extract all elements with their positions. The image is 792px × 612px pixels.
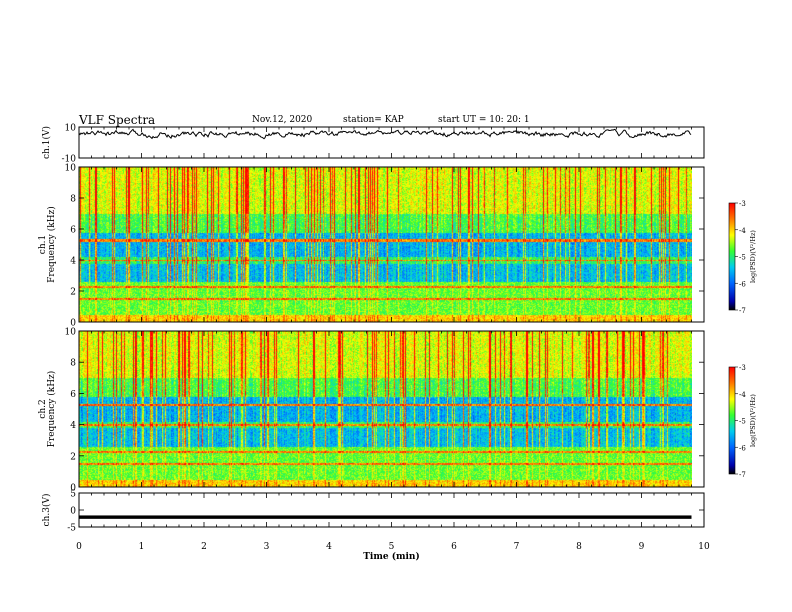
- start-ut-label: start UT = 10: 20: 1: [438, 115, 530, 125]
- ch1-trace: [78, 128, 692, 140]
- colorbar-label: log(PSD)(V²/Hz): [749, 394, 757, 447]
- y-tick-label: 4: [70, 257, 76, 267]
- x-tick-label: 6: [451, 542, 457, 552]
- ch2-spectrogram: [79, 331, 692, 487]
- y-tick-label: 6: [70, 226, 76, 236]
- y-tick-label: -10: [62, 155, 77, 165]
- colorbar: [728, 366, 736, 475]
- colorbars: -3 -4 -5 -6 -7 log(PSD)(V²/Hz) -3 -4 -5 -6 -7 log(P…: [728, 200, 757, 479]
- colorbar-tick-label: -4: [739, 391, 746, 399]
- colorbar-tick-label: -7: [739, 471, 746, 479]
- x-axis-label: Time (min): [363, 551, 420, 562]
- spectrogram-image: [79, 167, 692, 322]
- x-tick-label: 5: [389, 542, 395, 552]
- colorbar-tick-label: -3: [739, 200, 746, 208]
- panel-frame: [78, 492, 705, 528]
- colorbar: [728, 202, 736, 311]
- ch1-spectrogram: [79, 167, 692, 322]
- colorbar-tick-label: -4: [739, 227, 746, 235]
- x-tick-label: 2: [201, 542, 207, 552]
- y-tick-label: 2: [70, 452, 76, 462]
- y-tick-label: 5: [70, 490, 76, 500]
- y-axis-label: ch.3(V): [41, 494, 52, 527]
- colorbar-tick-label: -5: [739, 254, 746, 262]
- colorbar-tick-label: -7: [739, 307, 746, 315]
- colorbar-tick-label: -6: [739, 444, 746, 452]
- ch1-waveform: [78, 128, 692, 140]
- y-tick-label: 6: [70, 390, 76, 400]
- y-tick-label: -5: [67, 524, 76, 534]
- y-axis-label: Frequency (kHz): [46, 206, 57, 283]
- station-label: station= KAP: [343, 115, 404, 125]
- x-tick-label: 9: [639, 542, 645, 552]
- colorbar-label: log(PSD)(V²/Hz): [749, 230, 757, 283]
- colorbar-tick-label: -5: [739, 418, 746, 426]
- spectrogram-image: [79, 331, 692, 487]
- y-tick-label: 0: [70, 507, 76, 517]
- x-tick-label: 10: [698, 542, 710, 552]
- x-tick-label: 3: [264, 542, 270, 552]
- chart-title: VLF Spectra: [79, 113, 156, 127]
- ch3-waveform: [79, 515, 692, 519]
- x-tick-label: 4: [326, 542, 332, 552]
- y-tick-label: 0: [70, 484, 76, 494]
- y-axis-label: ch.1(V): [41, 126, 52, 159]
- y-axis-label: ch.1: [38, 235, 48, 254]
- y-axis-label: Frequency (kHz): [46, 371, 57, 448]
- y-tick-label: 10: [65, 124, 77, 134]
- date-label: Nov.12, 2020: [252, 115, 313, 125]
- colorbar-tick-label: -6: [739, 280, 746, 288]
- y-tick-label: 10: [65, 164, 77, 174]
- x-tick-label: 1: [139, 542, 145, 552]
- x-tick-label: 7: [514, 542, 520, 552]
- colorbar-tick-label: -3: [739, 364, 746, 372]
- ch3-trace: [79, 515, 692, 519]
- y-axis-label: ch.2: [38, 399, 48, 418]
- y-tick-label: 0: [70, 319, 76, 329]
- y-tick-label: 8: [70, 195, 76, 205]
- y-tick-label: 10: [65, 328, 77, 338]
- y-tick-label: 8: [70, 359, 76, 369]
- y-tick-label: 2: [70, 288, 76, 298]
- y-tick-label: 4: [70, 421, 76, 431]
- x-tick-label: 0: [76, 542, 82, 552]
- x-tick-label: 8: [576, 542, 582, 552]
